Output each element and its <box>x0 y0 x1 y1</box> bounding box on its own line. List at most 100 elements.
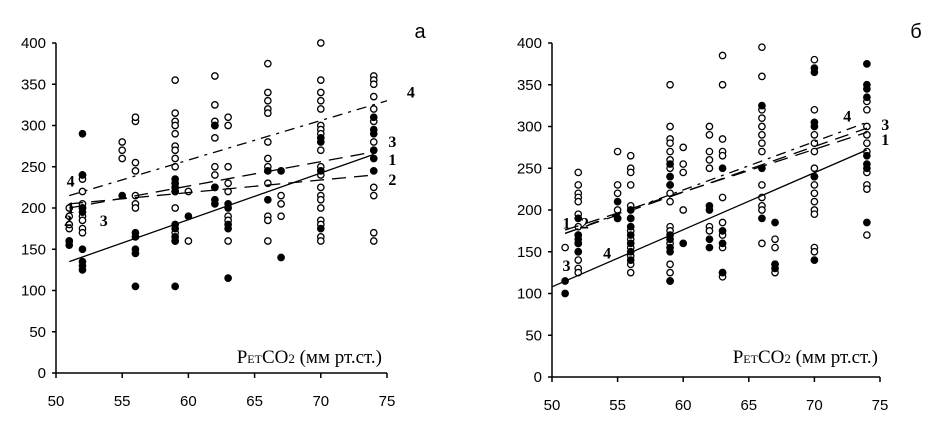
open-data-point <box>171 129 180 138</box>
open-data-point <box>131 113 140 122</box>
open-data-point <box>810 131 819 139</box>
filled-data-point <box>78 266 87 274</box>
filled-data-point <box>863 218 871 227</box>
y-tick-label: 300 <box>517 119 542 136</box>
y-tick-label: 0 <box>38 365 46 382</box>
x-axis-label-part: ET <box>743 352 758 366</box>
open-data-point <box>758 72 766 81</box>
line-label: 4 <box>603 245 611 262</box>
y-tick-label: 150 <box>21 241 46 258</box>
open-data-point <box>316 105 325 113</box>
filled-data-point <box>626 222 635 231</box>
open-data-point <box>810 181 819 189</box>
open-data-point <box>316 39 325 47</box>
open-data-point <box>316 237 325 245</box>
open-data-point <box>863 231 871 239</box>
y-tick-label: 0 <box>534 369 542 386</box>
y-tick-label: 100 <box>21 283 46 300</box>
line-label: 3 <box>388 134 396 151</box>
y-tick-label: 200 <box>517 202 542 219</box>
filled-data-point <box>277 253 285 262</box>
open-data-point <box>679 143 688 152</box>
open-data-point <box>171 154 180 163</box>
y-tick-label: 150 <box>517 244 542 261</box>
open-data-point <box>666 268 674 277</box>
x-tick-label: 75 <box>379 393 396 410</box>
filled-data-point <box>705 206 714 214</box>
filled-data-point <box>369 129 378 138</box>
y-tick-label: 50 <box>525 327 542 344</box>
open-data-point <box>369 80 378 89</box>
x-axis-label-part: 2 <box>288 351 295 366</box>
line-label: 2 <box>64 213 72 230</box>
y-tick-label: 300 <box>21 118 46 135</box>
x-tick-label: 75 <box>872 397 889 414</box>
filled-data-point <box>171 282 180 291</box>
x-tick-label: 55 <box>609 397 626 414</box>
open-data-point <box>184 237 193 245</box>
open-data-point <box>666 197 674 206</box>
open-data-point <box>316 183 325 192</box>
x-axis-label-part: 2 <box>784 351 791 366</box>
open-data-point <box>810 210 819 219</box>
filled-data-point <box>626 231 635 239</box>
filled-data-point <box>171 237 180 245</box>
open-data-point <box>863 185 871 193</box>
regression-line-4 <box>564 121 868 234</box>
filled-data-point <box>705 235 714 244</box>
open-data-point <box>718 51 727 60</box>
open-data-point <box>263 88 272 97</box>
regression-line-1 <box>551 149 868 288</box>
line-label: 4 <box>407 85 415 102</box>
open-data-point <box>626 268 635 277</box>
open-data-point <box>316 195 325 204</box>
open-data-point <box>718 135 727 143</box>
filled-data-point <box>369 113 378 122</box>
x-tick-label: 55 <box>114 393 131 410</box>
x-axis-label-part: P <box>733 347 744 368</box>
open-data-point <box>224 113 232 122</box>
open-data-point <box>263 216 272 225</box>
line-label: 4 <box>67 174 75 191</box>
filled-data-point <box>171 187 180 196</box>
open-data-point <box>211 171 219 179</box>
open-data-point <box>369 138 378 146</box>
filled-data-point <box>277 167 285 175</box>
open-data-point <box>224 179 232 188</box>
open-data-point <box>65 220 74 229</box>
open-data-point <box>131 158 140 167</box>
open-data-point <box>718 218 727 227</box>
filled-data-point <box>863 60 871 68</box>
open-data-point <box>626 151 635 160</box>
regression-line-3 <box>69 151 374 209</box>
filled-data-point <box>211 183 219 192</box>
x-tick-label: 65 <box>246 393 263 410</box>
line-label: 1 <box>881 132 889 149</box>
x-axis-label-part: CO <box>758 347 784 368</box>
open-data-point <box>263 59 272 68</box>
open-data-point <box>277 200 285 208</box>
y-tick-label: 50 <box>29 324 46 341</box>
filled-data-point <box>131 249 140 258</box>
open-data-point <box>758 206 766 214</box>
open-data-point <box>224 162 232 171</box>
open-data-point <box>118 146 127 155</box>
x-axis-label-part: (мм рт.ст.) <box>295 347 382 368</box>
open-data-point <box>78 187 87 196</box>
open-data-point <box>316 76 325 84</box>
y-tick-label: 250 <box>517 160 542 177</box>
open-data-point <box>810 105 819 114</box>
panel-label: а <box>414 21 426 43</box>
filled-data-point <box>863 93 871 102</box>
open-data-point <box>78 216 87 225</box>
open-data-point <box>211 72 219 80</box>
open-data-point <box>810 247 819 256</box>
x-tick-label: 60 <box>675 397 692 414</box>
open-data-point <box>211 134 219 142</box>
open-data-point <box>316 88 325 97</box>
open-data-point <box>369 237 378 245</box>
open-data-point <box>810 164 819 173</box>
open-data-point <box>679 168 688 177</box>
open-data-point <box>758 114 766 123</box>
